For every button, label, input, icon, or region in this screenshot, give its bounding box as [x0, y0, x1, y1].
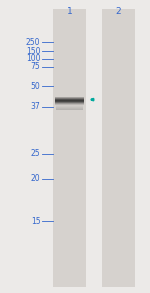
Bar: [102, 9, 135, 287]
Text: 2: 2: [116, 7, 121, 16]
Bar: [53, 9, 86, 287]
Text: 20: 20: [31, 174, 40, 183]
Bar: [56, 107, 82, 108]
Text: 37: 37: [31, 103, 40, 111]
Text: 150: 150: [26, 47, 40, 56]
Text: 250: 250: [26, 38, 40, 47]
Text: 1: 1: [67, 7, 73, 16]
Bar: [56, 106, 82, 107]
Bar: [56, 108, 82, 109]
Text: 100: 100: [26, 54, 40, 63]
Text: 25: 25: [31, 149, 40, 158]
Bar: [56, 109, 82, 110]
Bar: [56, 105, 82, 106]
Text: 75: 75: [31, 62, 40, 71]
Text: 15: 15: [31, 217, 40, 226]
Text: 50: 50: [31, 82, 40, 91]
